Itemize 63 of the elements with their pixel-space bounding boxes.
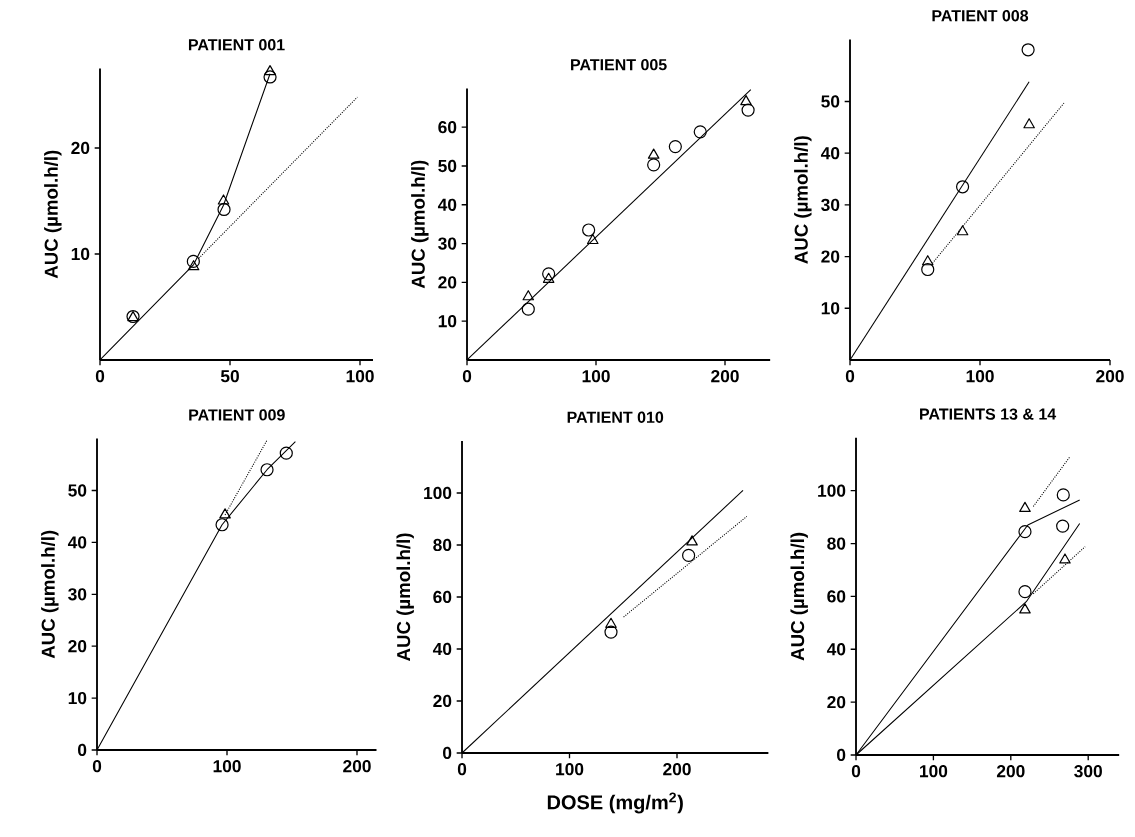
x-tick-label: 200: [996, 765, 1025, 778]
x-tick-label: 0: [462, 370, 472, 383]
y-tick-label: 10: [821, 302, 840, 315]
x-tick-label: 100: [556, 763, 584, 776]
x-tick-label: 0: [845, 370, 855, 383]
y-tick-label: 40: [67, 536, 87, 549]
x-tick-label: 200: [663, 763, 691, 776]
x-tick-label: 200: [1096, 370, 1124, 383]
x-tick-label: 200: [711, 370, 739, 383]
y-tick-label: 80: [433, 538, 452, 552]
y-axis-title: AUC (µmol.h/l): [44, 150, 62, 279]
y-tick-label: 80: [827, 537, 846, 550]
y-tick-label: 100: [424, 486, 452, 500]
chart-title: PATIENTS 13 & 14: [920, 408, 1057, 420]
y-tick-label: 100: [818, 484, 846, 497]
y-tick-label: 20: [71, 141, 90, 155]
x-tick-label: 0: [851, 765, 861, 778]
x-tick-label: 100: [213, 760, 241, 773]
y-tick-label: 10: [68, 691, 87, 705]
y-tick-label: 50: [68, 484, 87, 497]
x-tick-label: 0: [457, 763, 467, 776]
x-tick-label: 0: [95, 370, 105, 383]
y-tick-label: 50: [821, 95, 840, 108]
y-tick-label: 60: [827, 590, 846, 603]
x-tick-label: 0: [92, 760, 102, 773]
y-tick-label: 30: [821, 198, 840, 212]
x-axis-title: DOSE (mg/m$^{2}$): [547, 792, 683, 814]
chart-title: PATIENT 005: [571, 59, 667, 71]
y-axis-title: AUC (µmol.h/l): [794, 136, 812, 264]
chart-title: PATIENT 009: [189, 409, 285, 421]
x-tick-label: 100: [920, 765, 948, 778]
y-axis-title: AUC (µmol.h/l): [790, 532, 808, 661]
y-tick-label: 40: [432, 642, 452, 656]
x-tick-label: 100: [346, 370, 374, 383]
y-axis-title: AUC (µmol.h/l): [411, 160, 429, 289]
y-tick-label: 40: [826, 643, 846, 656]
y-tick-label: 0: [837, 748, 846, 762]
y-tick-label: 40: [820, 147, 840, 160]
x-tick-label: 100: [966, 370, 994, 383]
x-tick-label: 300: [1074, 765, 1102, 778]
chart-title: PATIENT 008: [932, 10, 1029, 22]
y-axis-title: AUC (µmol.h/l): [396, 533, 414, 662]
y-tick-label: 60: [438, 121, 457, 134]
y-tick-label: 20: [433, 694, 452, 708]
y-tick-label: 30: [68, 588, 87, 601]
chart-title: PATIENT 001: [188, 39, 285, 51]
x-tick-label: 100: [582, 370, 610, 383]
y-tick-label: 0: [443, 746, 452, 760]
chart-title: PATIENT 010: [567, 411, 664, 423]
y-tick-label: 10: [438, 315, 457, 328]
y-axis-title: AUC (µmol.h/l): [41, 530, 59, 659]
y-tick-label: 20: [827, 695, 846, 709]
y-tick-label: 20: [821, 250, 840, 263]
y-tick-label: 0: [78, 743, 87, 757]
y-tick-label: 50: [438, 159, 457, 173]
x-tick-label: 50: [220, 370, 239, 383]
y-tick-label: 10: [71, 247, 90, 261]
y-tick-label: 20: [68, 640, 87, 653]
y-tick-label: 60: [433, 590, 452, 604]
y-tick-label: 30: [438, 237, 457, 250]
x-tick-label: 200: [343, 760, 371, 773]
y-tick-label: 20: [438, 276, 457, 289]
y-tick-label: 40: [437, 198, 457, 211]
